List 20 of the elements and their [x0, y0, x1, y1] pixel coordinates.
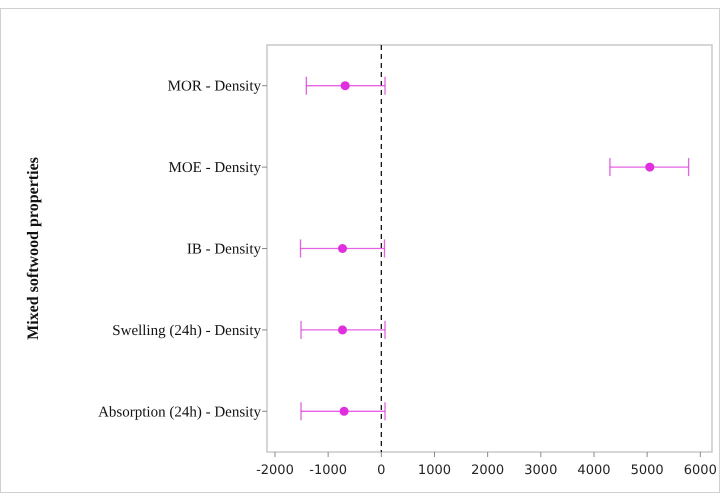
y-tick-label: MOE - Density	[168, 160, 262, 176]
x-tick-label: 1000	[418, 463, 452, 478]
x-tick-label: 0	[377, 463, 386, 478]
x-tick-label: 6000	[684, 463, 717, 478]
point	[340, 81, 350, 90]
y-tick-label: Absorption (24h) - Density	[98, 404, 262, 420]
x-tick-label: 5000	[630, 463, 664, 478]
y-tick-label: Swelling (24h) - Density	[112, 322, 262, 339]
x-tick-label: -1000	[309, 463, 348, 478]
x-tick-label: -2000	[256, 463, 294, 478]
point	[338, 325, 347, 334]
point	[645, 162, 654, 172]
x-tick-label: 3000	[524, 463, 558, 478]
y-tick-label: MOR - Density	[168, 78, 262, 95]
point	[340, 406, 349, 416]
x-tick-label: 2000	[471, 463, 504, 478]
y-tick-label: IB - Density	[186, 242, 262, 258]
point	[338, 244, 347, 253]
x-tick-label: 4000	[577, 463, 611, 478]
y-axis-title: Mixed softwood properties	[25, 157, 42, 340]
